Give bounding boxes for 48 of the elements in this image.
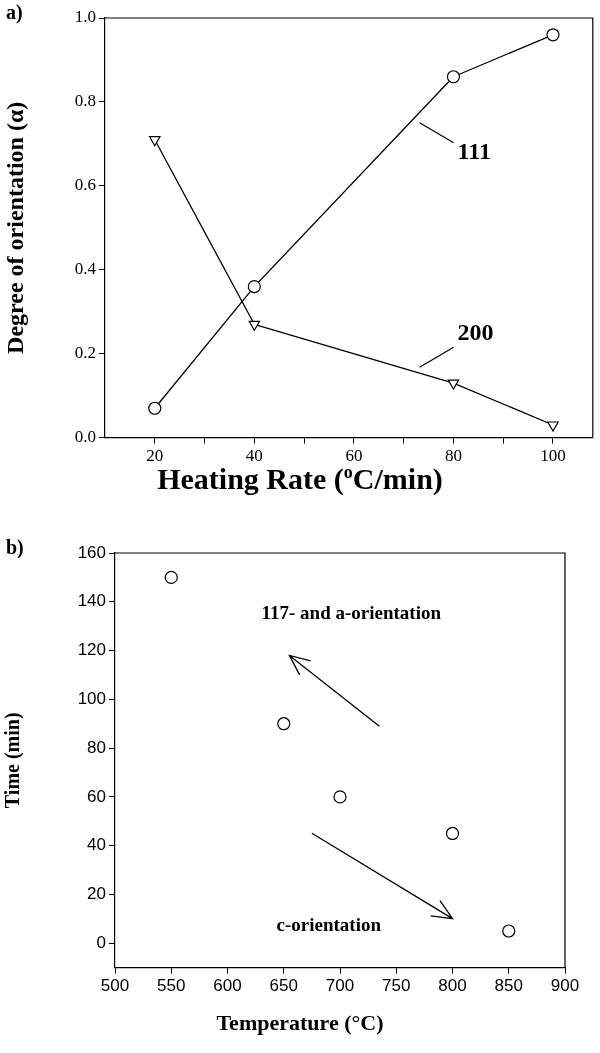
series-label: 200 <box>457 318 494 345</box>
point <box>277 717 291 731</box>
point <box>547 421 559 432</box>
x-tick-label: 100 <box>540 446 566 466</box>
legend-label: 111 <box>457 137 491 164</box>
y-tick-label: 40 <box>87 835 106 855</box>
y-tick-label: 0.8 <box>74 91 96 111</box>
point <box>164 570 178 584</box>
point <box>333 790 347 804</box>
annotation: 117- and a-orientation <box>261 601 442 623</box>
point <box>502 924 516 938</box>
x-tick-label: 600 <box>213 976 242 996</box>
x-tick-label: 700 <box>325 976 355 996</box>
y-axis-title: Degree of orientation (α) <box>1 101 28 354</box>
y-axis-title: Time (min) <box>1 712 25 809</box>
y-tick-label: 140 <box>77 591 106 611</box>
y-tick-label: 160 <box>77 542 106 562</box>
y-tick-label: 120 <box>77 640 106 660</box>
point <box>148 136 161 147</box>
y-tick-label: 0.0 <box>74 427 96 447</box>
y-tick-label: 0.4 <box>74 259 97 279</box>
chart-title: a) <box>6 1 23 25</box>
annotation: c-orientation <box>276 914 382 936</box>
y-tick-label: 0.6 <box>74 175 96 195</box>
y-tick-label: 60 <box>87 786 106 806</box>
point <box>447 379 460 390</box>
point <box>446 70 461 84</box>
y-tick-label: 100 <box>77 689 106 709</box>
x-tick-label: 750 <box>382 976 411 996</box>
x-axis-title: Temperature (°C) <box>215 1010 385 1036</box>
chart-title: b) <box>6 536 24 560</box>
x-tick-label: 900 <box>550 976 580 996</box>
x-tick-label: 800 <box>438 976 467 996</box>
point <box>546 28 560 42</box>
point <box>445 826 460 841</box>
x-tick-label: 650 <box>269 976 298 996</box>
y-tick-label: 0 <box>96 932 106 952</box>
x-tick-label: 80 <box>444 446 462 466</box>
x-tick-label: 500 <box>100 976 130 996</box>
point <box>248 320 261 331</box>
x-tick-label: 550 <box>157 976 186 996</box>
y-tick-label: 0.2 <box>74 343 96 363</box>
x-tick-label: 850 <box>494 976 523 996</box>
y-tick-label: 20 <box>87 884 106 904</box>
y-tick-label: 1.0 <box>74 7 96 27</box>
point <box>148 401 162 415</box>
y-tick-label: 80 <box>87 737 106 757</box>
point <box>247 279 261 294</box>
